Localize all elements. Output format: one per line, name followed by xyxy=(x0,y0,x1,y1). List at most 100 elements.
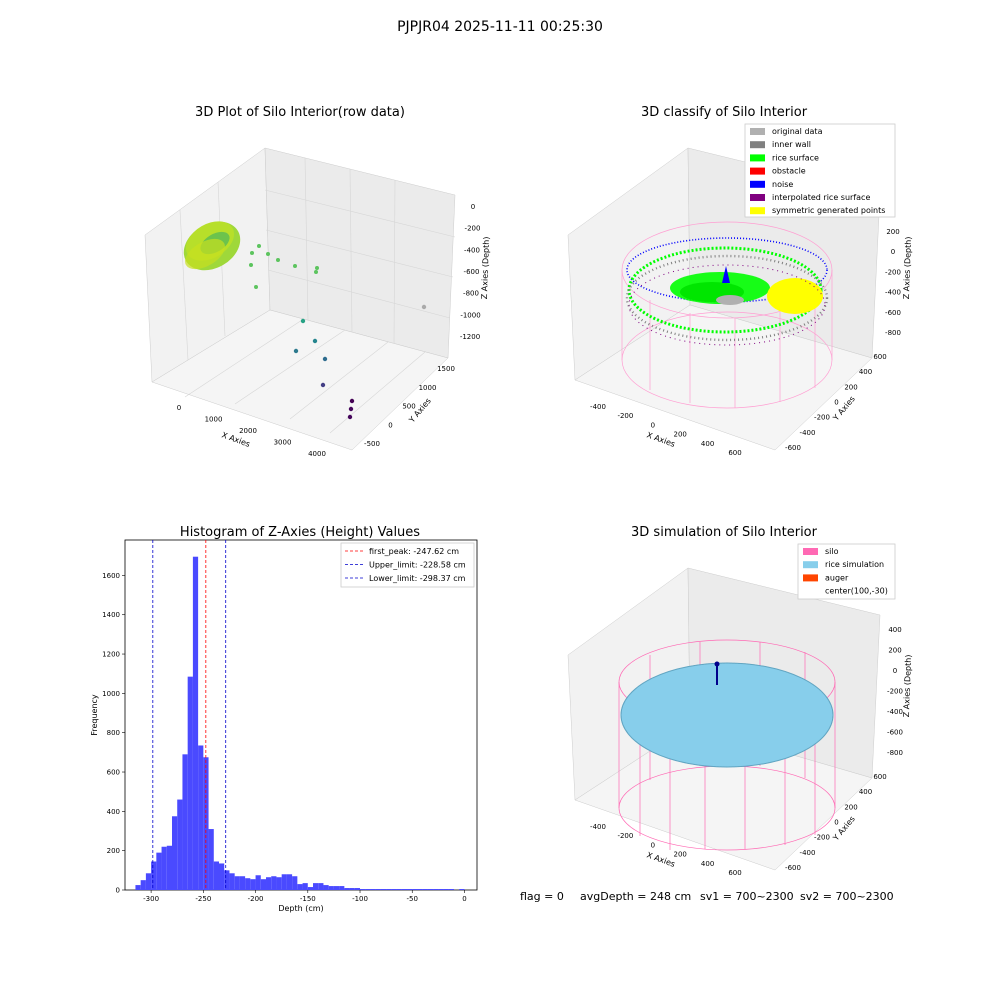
status-flag: flag = 0 xyxy=(520,890,564,903)
histogram-x-tick-label: -100 xyxy=(352,895,368,903)
panel2-legend: original data inner wall rice surface obsta… xyxy=(750,127,885,215)
panel2-x-ticks: -400 -200 0 200 400 600 xyxy=(590,403,742,457)
histogram-bar xyxy=(166,845,173,890)
histogram-bar xyxy=(318,883,324,890)
panel-raw-data: 3D Plot of Silo Interior(row data) xyxy=(144,105,491,458)
panel2-legend-label: obstacle xyxy=(772,167,806,176)
panel1-x-tick: 4000 xyxy=(308,450,326,458)
panel2-z-tick: -200 xyxy=(885,268,901,276)
panel2-z-tick: 200 xyxy=(886,228,899,236)
histogram-bar xyxy=(380,889,387,890)
panel4-y-tick: -400 xyxy=(800,849,816,857)
histogram-y-tick-label: 1000 xyxy=(102,690,120,698)
panel4-y-tick: 200 xyxy=(844,803,857,811)
suptitle: PJPJR04 2025-11-11 00:25:30 xyxy=(397,19,603,35)
panel2-silo-wireframe xyxy=(621,221,833,409)
histogram-bar xyxy=(135,885,141,890)
histogram-bar xyxy=(443,889,449,890)
panel2-x-tick: 200 xyxy=(674,431,687,439)
panel4-z-tick: -600 xyxy=(887,729,903,737)
histogram-bar xyxy=(391,889,397,890)
panel2-zlabel: Z Axies (Depth) xyxy=(902,236,913,299)
panel1-z-tick: -600 xyxy=(464,268,480,276)
histogram-bar xyxy=(349,888,355,890)
panel2-legend-swatch xyxy=(750,154,765,162)
panel4-z-ticks: 400 200 0 -200 -400 -600 -800 xyxy=(887,626,903,757)
panel2-legend-label: inner wall xyxy=(772,140,811,149)
histogram-y-tick-label: 800 xyxy=(107,729,120,737)
histogram-bar xyxy=(145,873,152,890)
panel4-z-tick: -800 xyxy=(887,749,903,757)
histogram-bar xyxy=(417,889,423,890)
panel1-x-ticks: 0 1000 2000 3000 4000 xyxy=(177,404,326,458)
histogram-vlines xyxy=(152,540,227,890)
histogram-x-tick-label: 0 xyxy=(462,895,466,903)
panel-simulation: 3D simulation of Silo Interior -400 -200 0… xyxy=(567,525,913,877)
panel2-legend-label: symmetric generated points xyxy=(772,206,885,215)
panel4-xlabel: X Axies xyxy=(645,850,676,869)
panel2-noise-ring xyxy=(626,237,828,303)
histogram-y-tick-label: 1600 xyxy=(102,572,120,580)
histogram-bar xyxy=(177,799,183,890)
histogram-bar xyxy=(401,889,408,890)
histogram-bar xyxy=(307,887,314,890)
panel1-z-tick: -200 xyxy=(465,225,481,233)
panel4-z-tick: 0 xyxy=(893,667,897,675)
histogram-bar xyxy=(229,873,235,890)
panel2-legend-swatch xyxy=(750,141,765,149)
histogram-bar xyxy=(375,889,381,890)
panel2-z-tick: -400 xyxy=(885,289,901,297)
histogram-bar xyxy=(250,879,256,890)
panel-classify: 3D classify of Silo Interior -400-200020… xyxy=(567,105,913,457)
histogram-bar xyxy=(255,875,261,890)
panel4-z-tick: 200 xyxy=(888,647,901,655)
histogram-bar xyxy=(438,889,444,890)
histogram-bar xyxy=(370,889,376,890)
histogram-x-tick-label: -300 xyxy=(143,895,159,903)
panel2-z-ticks: 200 0 -200 -400 -600 -800 xyxy=(885,228,901,337)
histogram-bar xyxy=(448,889,455,890)
histogram-x-tick-label: -50 xyxy=(407,895,418,903)
histogram-bar xyxy=(292,876,298,890)
panel2-x-tick: -200 xyxy=(617,412,633,420)
histogram-bar xyxy=(239,876,246,890)
panel1-grid xyxy=(179,157,456,434)
panel1-y-ticks: -500 0 500 1000 1500 xyxy=(364,365,455,448)
panel2-inner-wall xyxy=(625,254,829,342)
panel4-y-tick: -600 xyxy=(785,864,801,872)
histogram-bar xyxy=(323,885,329,890)
histogram-bar xyxy=(459,889,465,890)
panel4-y-tick: 0 xyxy=(834,819,838,827)
panel4-z-tick: 400 xyxy=(888,626,901,634)
panel1-x-tick: 0 xyxy=(177,404,181,412)
panel1-floor xyxy=(151,309,449,451)
histogram-bar xyxy=(140,880,146,890)
histogram-bar xyxy=(203,757,209,890)
histogram-y-tick-label: 1400 xyxy=(102,611,120,619)
histogram-bar xyxy=(328,886,334,890)
status-line: flag = 0 avgDepth = 248 cm sv1 = 700~230… xyxy=(520,890,894,903)
histogram-bar xyxy=(172,816,178,890)
panel2-y-tick: 600 xyxy=(873,353,886,361)
histogram-bar xyxy=(260,879,267,890)
panel2-y-tick: 400 xyxy=(859,368,872,376)
histogram-bar xyxy=(386,889,392,890)
histogram-bar xyxy=(422,889,428,890)
histogram-bar xyxy=(333,886,340,890)
histogram-bar xyxy=(365,889,371,890)
panel4-x-ticks: -400 -200 0 200 400 600 xyxy=(590,823,742,877)
histogram-x-tick-label: -250 xyxy=(195,895,211,903)
panel2-y-tick: -400 xyxy=(800,429,816,437)
histogram-legend-label: first_peak: -247.62 cm xyxy=(369,547,459,556)
panel4-x-tick: 400 xyxy=(701,860,714,868)
histogram-bar xyxy=(192,556,199,890)
histogram-legend-box xyxy=(340,542,475,588)
histogram-bar xyxy=(234,876,240,890)
status-sv1: sv1 = 700~2300 xyxy=(700,890,794,903)
histogram-x-tick-label: -150 xyxy=(300,895,316,903)
panel4-y-tick: 600 xyxy=(873,773,886,781)
panel2-floor xyxy=(574,304,873,451)
histogram-bar xyxy=(213,861,220,890)
panel4-y-tick: -200 xyxy=(814,834,830,842)
